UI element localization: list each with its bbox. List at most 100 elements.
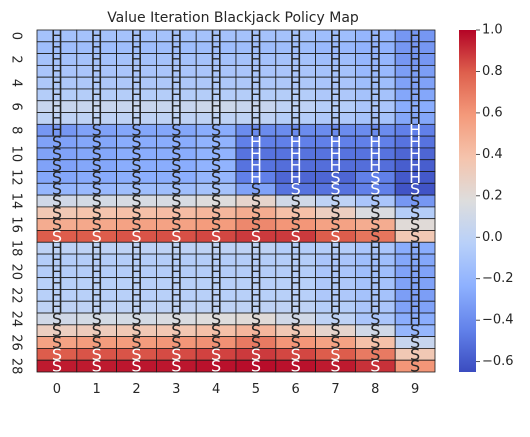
cell-annotation: H	[130, 50, 142, 69]
cell-annotation: S	[92, 333, 102, 352]
cell-annotation: H	[250, 168, 262, 187]
cell-annotation: H	[329, 50, 341, 69]
cell-annotation: H	[369, 85, 381, 104]
cell-annotation: S	[131, 321, 141, 340]
cell-annotation: H	[250, 250, 262, 269]
x-tick-label: 8	[371, 382, 379, 397]
cell-annotation: H	[210, 274, 222, 293]
cell-annotation: H	[51, 274, 63, 293]
cell-annotation: S	[52, 345, 62, 364]
cell-annotation: H	[329, 74, 341, 93]
cell-annotation: H	[210, 62, 222, 81]
cell-annotation: H	[210, 262, 222, 281]
cell-annotation: S	[410, 345, 420, 364]
cell-annotation: H	[290, 250, 302, 269]
cell-annotation: H	[369, 239, 381, 258]
cell-annotation: H	[329, 133, 341, 152]
cell-annotation: S	[52, 227, 62, 246]
colorbar-tick-label: 1.0	[482, 23, 503, 38]
cell-annotation: H	[290, 144, 302, 163]
cell-annotation: S	[171, 215, 181, 234]
cell-annotation: S	[171, 168, 181, 187]
cell-annotation: H	[409, 121, 421, 140]
cell-annotation: H	[369, 133, 381, 152]
cell-annotation: S	[131, 203, 141, 222]
cell-annotation: H	[329, 109, 341, 128]
cell-annotation: H	[369, 144, 381, 163]
colorbar-tick-label: 0.2	[482, 188, 503, 203]
cell-annotation: H	[329, 286, 341, 305]
cell-annotation: H	[290, 74, 302, 93]
cell-annotation: H	[409, 109, 421, 128]
cell-annotation: H	[130, 286, 142, 305]
cell-annotation: S	[330, 357, 340, 376]
colorbar-tick-label: 0.6	[482, 105, 503, 120]
cell-annotation: H	[329, 97, 341, 116]
cell-annotation: S	[92, 133, 102, 152]
x-tick-label: 9	[411, 382, 419, 397]
cell-annotation: H	[329, 298, 341, 317]
x-tick-label: 1	[93, 382, 101, 397]
cell-annotation: H	[409, 133, 421, 152]
colorbar	[459, 30, 476, 372]
cell-annotation: H	[170, 109, 182, 128]
cell-annotation: S	[370, 345, 380, 364]
cell-annotation: H	[369, 156, 381, 175]
cell-annotation: H	[369, 121, 381, 140]
x-tick-labels: 0 1 2 3 4 5 6 7 8 9	[53, 382, 419, 397]
cell-annotation: S	[131, 309, 141, 328]
cell-annotation: S	[52, 133, 62, 152]
cell-annotation: S	[330, 333, 340, 352]
cell-annotation: S	[211, 121, 221, 140]
cell-annotation: H	[250, 109, 262, 128]
y-tick-label: 14	[9, 193, 24, 210]
cell-annotation: H	[250, 50, 262, 69]
cell-annotation: S	[410, 203, 420, 222]
cell-annotation: S	[131, 144, 141, 163]
cell-annotation: H	[210, 97, 222, 116]
colorbar-tick-label: 0.0	[482, 230, 503, 245]
cell-annotation: H	[170, 250, 182, 269]
cell-annotation: S	[330, 227, 340, 246]
cell-annotation: S	[52, 357, 62, 376]
y-tick-label: 8	[9, 126, 24, 134]
cell-annotation: S	[251, 215, 261, 234]
cell-annotation: S	[171, 192, 181, 211]
cell-annotation: H	[290, 121, 302, 140]
cell-annotation: S	[52, 156, 62, 175]
cell-annotation: H	[329, 144, 341, 163]
cell-annotation: S	[92, 227, 102, 246]
cell-annotation: H	[91, 74, 103, 93]
cell-annotation: H	[290, 262, 302, 281]
cell-annotation: H	[329, 121, 341, 140]
cell-annotation: H	[250, 286, 262, 305]
cell-annotation: S	[291, 321, 301, 340]
cell-annotation: H	[369, 74, 381, 93]
cell-annotation: H	[329, 26, 341, 45]
cell-annotation: S	[131, 156, 141, 175]
cell-annotation: S	[251, 345, 261, 364]
cell-annotation: S	[52, 144, 62, 163]
cell-annotation: H	[130, 298, 142, 317]
cell-annotation: S	[171, 309, 181, 328]
cell-annotation: H	[91, 38, 103, 57]
cell-annotation: S	[131, 168, 141, 187]
cell-annotation: H	[170, 239, 182, 258]
cell-annotation: H	[409, 168, 421, 187]
cell-annotation: S	[211, 192, 221, 211]
cell-annotation: H	[369, 26, 381, 45]
cell-annotation: H	[210, 38, 222, 57]
cell-annotation: H	[210, 250, 222, 269]
cell-annotation: S	[92, 357, 102, 376]
cell-annotation: S	[410, 192, 420, 211]
cell-annotation: H	[210, 109, 222, 128]
cell-annotation: H	[130, 97, 142, 116]
cell-annotation: S	[370, 321, 380, 340]
x-tick-label: 6	[292, 382, 300, 397]
cell-annotation: H	[130, 62, 142, 81]
cell-annotation: S	[370, 203, 380, 222]
cell-annotation: H	[130, 262, 142, 281]
cell-annotation: H	[369, 250, 381, 269]
colorbar-tick-label: −0.6	[482, 354, 514, 369]
y-tick-label: 16	[9, 216, 24, 233]
